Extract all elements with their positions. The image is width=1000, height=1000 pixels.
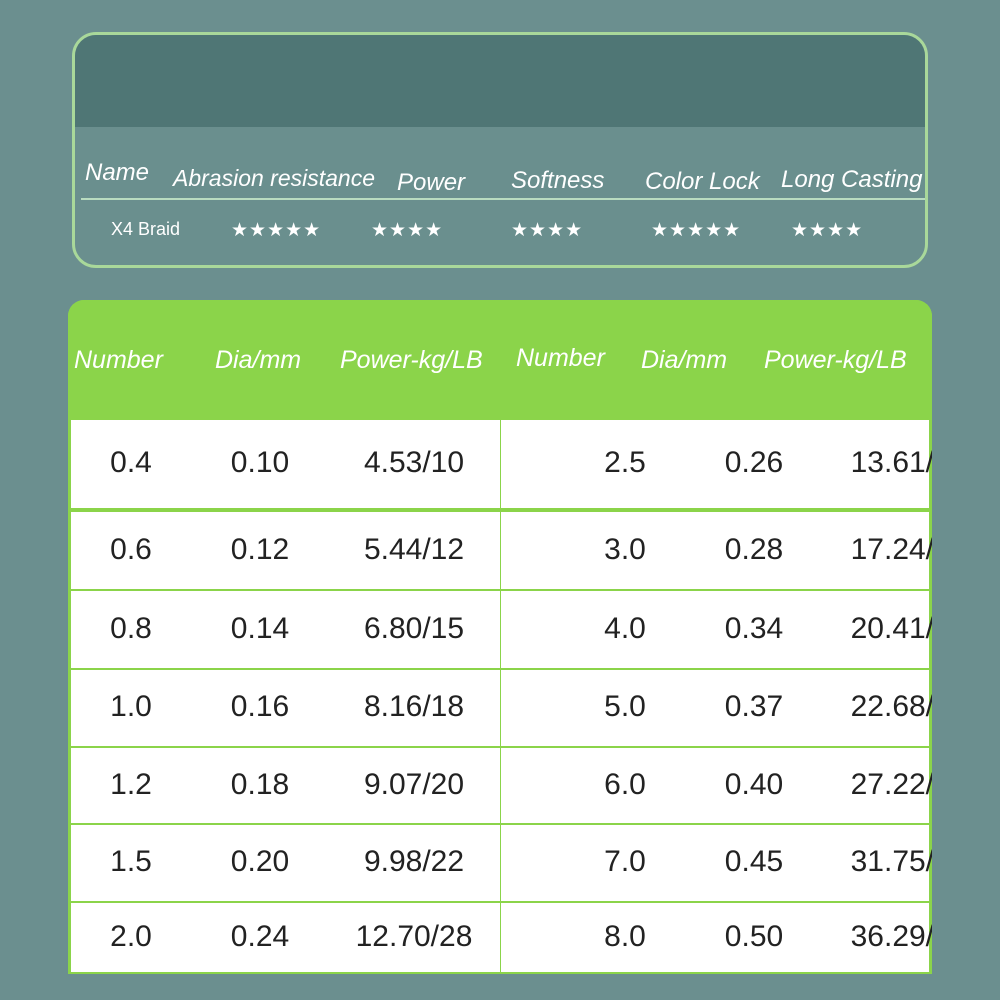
cell-diameter-right: 0.37 <box>724 690 784 723</box>
rating-power: ★★★★ <box>371 220 444 241</box>
cell-number-right: 8.0 <box>604 920 646 953</box>
summary-name-value: X4 Braid <box>111 219 181 239</box>
cell-power-left: 6.80/15 <box>363 612 465 645</box>
summary-header-band <box>75 35 925 127</box>
table-row: 2.5 0.26 13.61/30 <box>501 420 932 508</box>
cell-diameter-left: 0.20 <box>230 845 290 878</box>
cell-number-right: 5.0 <box>604 690 646 723</box>
cell-number-right: 3.0 <box>604 533 646 566</box>
header-power-right: Power-kg/LB <box>764 346 907 374</box>
cell-power-left: 9.07/20 <box>363 768 465 801</box>
cell-number-left: 1.5 <box>110 845 152 878</box>
header-dia-left: Dia/mm <box>215 346 302 374</box>
table-row: 0.4 0.10 4.53/10 <box>71 420 500 508</box>
cell-power-right: 22.68/50 <box>850 690 932 723</box>
cell-diameter-right: 0.34 <box>724 612 784 645</box>
cell-power-right: 36.29/80 <box>850 920 932 953</box>
table-row: 8.0 0.50 36.29/80 <box>501 903 932 972</box>
cell-diameter-left: 0.24 <box>230 920 290 953</box>
cell-diameter-right: 0.28 <box>724 533 784 566</box>
table-row: 1.5 0.20 9.98/22 <box>71 825 500 901</box>
header-power-left: Power-kg/LB <box>340 346 483 374</box>
cell-diameter-left: 0.18 <box>230 768 290 801</box>
table-row: 1.2 0.18 9.07/20 <box>71 748 500 823</box>
summary-header-softness: Softness <box>511 167 605 194</box>
spec-table: Number Dia/mm Power-kg/LB Number Dia/mm … <box>68 300 932 974</box>
table-row: 4.0 0.34 20.41/45 <box>501 591 932 668</box>
cell-diameter-left: 0.16 <box>230 690 290 723</box>
header-number-left: Number <box>74 346 163 374</box>
rating-long-casting: ★★★★ <box>791 220 864 241</box>
summary-header-name: Name <box>85 159 150 186</box>
cell-number-left: 0.4 <box>110 446 152 479</box>
cell-number-left: 0.8 <box>110 612 152 645</box>
summary-header-power: Power <box>397 169 466 196</box>
rating-abrasion: ★★★★★ <box>231 220 322 241</box>
header-number-right: Number <box>516 344 605 372</box>
cell-diameter-right: 0.26 <box>724 446 784 479</box>
spec-table-right-half: 2.5 0.26 13.61/30 3.0 0.28 17.24/38 4.0 0.34 20.… <box>501 420 932 972</box>
cell-number-right: 7.0 <box>604 845 646 878</box>
cell-number-left: 0.6 <box>110 533 152 566</box>
table-row: 5.0 0.37 22.68/50 <box>501 670 932 746</box>
cell-number-left: 1.0 <box>110 690 152 723</box>
rating-softness: ★★★★ <box>511 220 584 241</box>
cell-number-left: 2.0 <box>110 920 152 953</box>
cell-power-right: 17.24/38 <box>850 533 932 566</box>
cell-power-left: 5.44/12 <box>363 533 465 566</box>
cell-power-left: 12.70/28 <box>355 920 473 953</box>
table-row: 3.0 0.28 17.24/38 <box>501 512 932 589</box>
cell-diameter-left: 0.10 <box>230 446 290 479</box>
rating-color-lock: ★★★★★ <box>651 220 742 241</box>
cell-power-right: 27.22/60 <box>850 768 932 801</box>
cell-number-right: 4.0 <box>604 612 646 645</box>
cell-power-left: 8.16/18 <box>363 690 465 723</box>
summary-header-abrasion: Abrasion resistance <box>173 165 375 191</box>
table-row: 1.0 0.16 8.16/18 <box>71 670 500 746</box>
cell-number-right: 6.0 <box>604 768 646 801</box>
cell-diameter-right: 0.50 <box>724 920 784 953</box>
cell-power-right: 13.61/30 <box>850 446 932 479</box>
table-row: 0.6 0.12 5.44/12 <box>71 512 500 589</box>
summary-divider <box>81 198 925 200</box>
cell-diameter-right: 0.45 <box>724 845 784 878</box>
spec-table-left-half: 0.4 0.10 4.53/10 0.6 0.12 5.44/12 0.8 0.14 6.80/… <box>71 420 500 972</box>
cell-power-left: 9.98/22 <box>363 845 465 878</box>
header-dia-right: Dia/mm <box>641 346 728 374</box>
cell-power-left: 4.53/10 <box>363 446 465 479</box>
summary-header-long-casting: Long Casting <box>781 166 923 193</box>
table-row: 0.8 0.14 6.80/15 <box>71 591 500 668</box>
cell-diameter-right: 0.40 <box>724 768 784 801</box>
summary-card: Name Abrasion resistance Power Softness … <box>72 32 928 268</box>
spec-table-header: Number Dia/mm Power-kg/LB Number Dia/mm … <box>68 300 932 420</box>
cell-diameter-left: 0.12 <box>230 533 290 566</box>
table-row: 2.0 0.24 12.70/28 <box>71 903 500 972</box>
table-row: 6.0 0.40 27.22/60 <box>501 748 932 823</box>
cell-power-right: 20.41/45 <box>850 612 932 645</box>
cell-number-right: 2.5 <box>604 446 646 479</box>
summary-header-color-lock: Color Lock <box>645 168 760 195</box>
cell-power-right: 31.75/70 <box>850 845 932 878</box>
table-row: 7.0 0.45 31.75/70 <box>501 825 932 901</box>
cell-diameter-left: 0.14 <box>230 612 290 645</box>
cell-number-left: 1.2 <box>110 768 152 801</box>
